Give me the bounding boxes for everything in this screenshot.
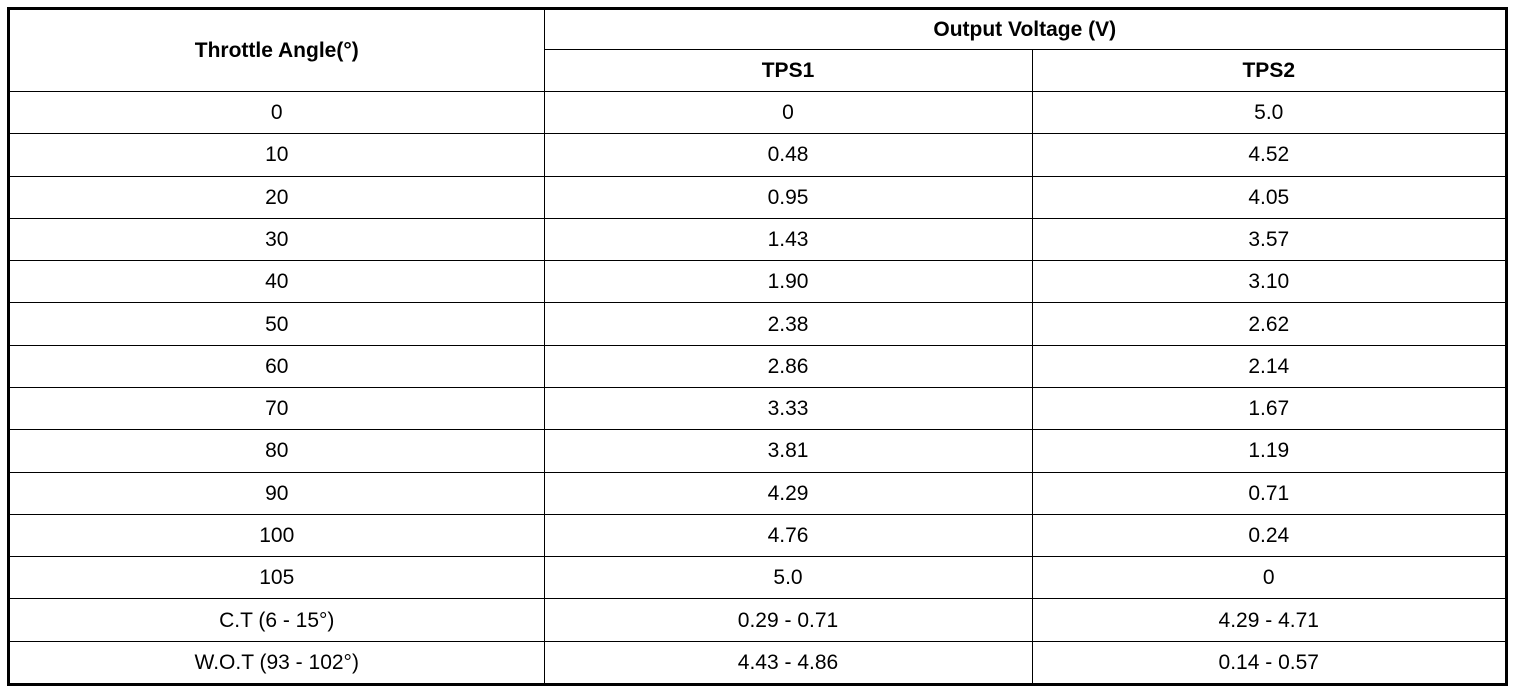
voltage-table-container: Throttle Angle(°) Output Voltage (V) TPS… [7, 7, 1508, 686]
cell-tps2: 0.24 [1031, 513, 1505, 558]
cell-angle: 105 [10, 556, 545, 600]
cell-tps1: 3.33 [543, 386, 1033, 431]
cell-tps1: 5.0 [543, 556, 1033, 600]
cell-tps2: 2.14 [1031, 344, 1505, 388]
table-row: 20 0.95 4.05 [10, 175, 1505, 219]
table-row: 60 2.86 2.14 [10, 344, 1505, 388]
cell-tps2: 0 [1031, 556, 1505, 600]
cell-tps1: 3.81 [543, 429, 1033, 473]
cell-tps1: 2.38 [543, 302, 1033, 346]
cell-angle: 100 [10, 513, 545, 558]
table-row: 90 4.29 0.71 [10, 471, 1505, 515]
table-row: 100 4.76 0.24 [10, 513, 1505, 558]
table-row: C.T (6 - 15°) 0.29 - 0.71 4.29 - 4.71 [10, 598, 1505, 642]
cell-angle: 70 [10, 386, 545, 431]
cell-tps2: 0.14 - 0.57 [1031, 640, 1505, 683]
cell-tps2: 1.19 [1031, 429, 1505, 473]
cell-tps1: 4.76 [543, 513, 1033, 558]
header-tps1: TPS1 [544, 49, 1033, 92]
cell-tps1: 0.29 - 0.71 [543, 598, 1033, 642]
header-throttle-angle: Throttle Angle(°) [10, 10, 545, 92]
table-row: 0 0 5.0 [10, 90, 1505, 135]
cell-tps1: 1.43 [543, 217, 1033, 262]
cell-tps2: 3.10 [1031, 260, 1505, 304]
cell-angle: 80 [10, 429, 545, 473]
cell-tps2: 0.71 [1031, 471, 1505, 515]
cell-angle: 30 [10, 217, 545, 262]
cell-angle: 90 [10, 471, 545, 515]
cell-angle: C.T (6 - 15°) [10, 598, 545, 642]
table-row: 80 3.81 1.19 [10, 429, 1505, 473]
cell-tps1: 1.90 [543, 260, 1033, 304]
cell-tps1: 0 [543, 90, 1033, 135]
cell-tps2: 4.52 [1031, 133, 1505, 177]
cell-angle: 0 [10, 90, 545, 135]
cell-angle: 60 [10, 344, 545, 388]
table-row: W.O.T (93 - 102°) 4.43 - 4.86 0.14 - 0.5… [10, 640, 1505, 683]
table-row: 30 1.43 3.57 [10, 217, 1505, 262]
cell-tps1: 4.29 [543, 471, 1033, 515]
cell-angle: W.O.T (93 - 102°) [10, 640, 545, 683]
table-row: 70 3.33 1.67 [10, 386, 1505, 431]
cell-angle: 40 [10, 260, 545, 304]
cell-angle: 50 [10, 302, 545, 346]
table-row: 105 5.0 0 [10, 556, 1505, 600]
cell-tps2: 4.05 [1031, 175, 1505, 219]
table-row: 10 0.48 4.52 [10, 133, 1505, 177]
cell-tps2: 5.0 [1031, 90, 1505, 135]
cell-tps1: 0.95 [543, 175, 1033, 219]
cell-angle: 10 [10, 133, 545, 177]
header-output-voltage: Output Voltage (V) [543, 10, 1505, 50]
cell-tps1: 0.48 [543, 133, 1033, 177]
table-row: 40 1.90 3.10 [10, 260, 1505, 304]
header-tps2: TPS2 [1031, 49, 1505, 92]
cell-tps2: 4.29 - 4.71 [1031, 598, 1505, 642]
throttle-voltage-table: Throttle Angle(°) Output Voltage (V) TPS… [10, 10, 1505, 683]
cell-tps2: 3.57 [1031, 217, 1505, 262]
cell-angle: 20 [10, 175, 545, 219]
cell-tps2: 1.67 [1031, 386, 1505, 431]
cell-tps1: 4.43 - 4.86 [543, 640, 1033, 683]
cell-tps1: 2.86 [543, 344, 1033, 388]
table-row: 50 2.38 2.62 [10, 302, 1505, 346]
cell-tps2: 2.62 [1031, 302, 1505, 346]
